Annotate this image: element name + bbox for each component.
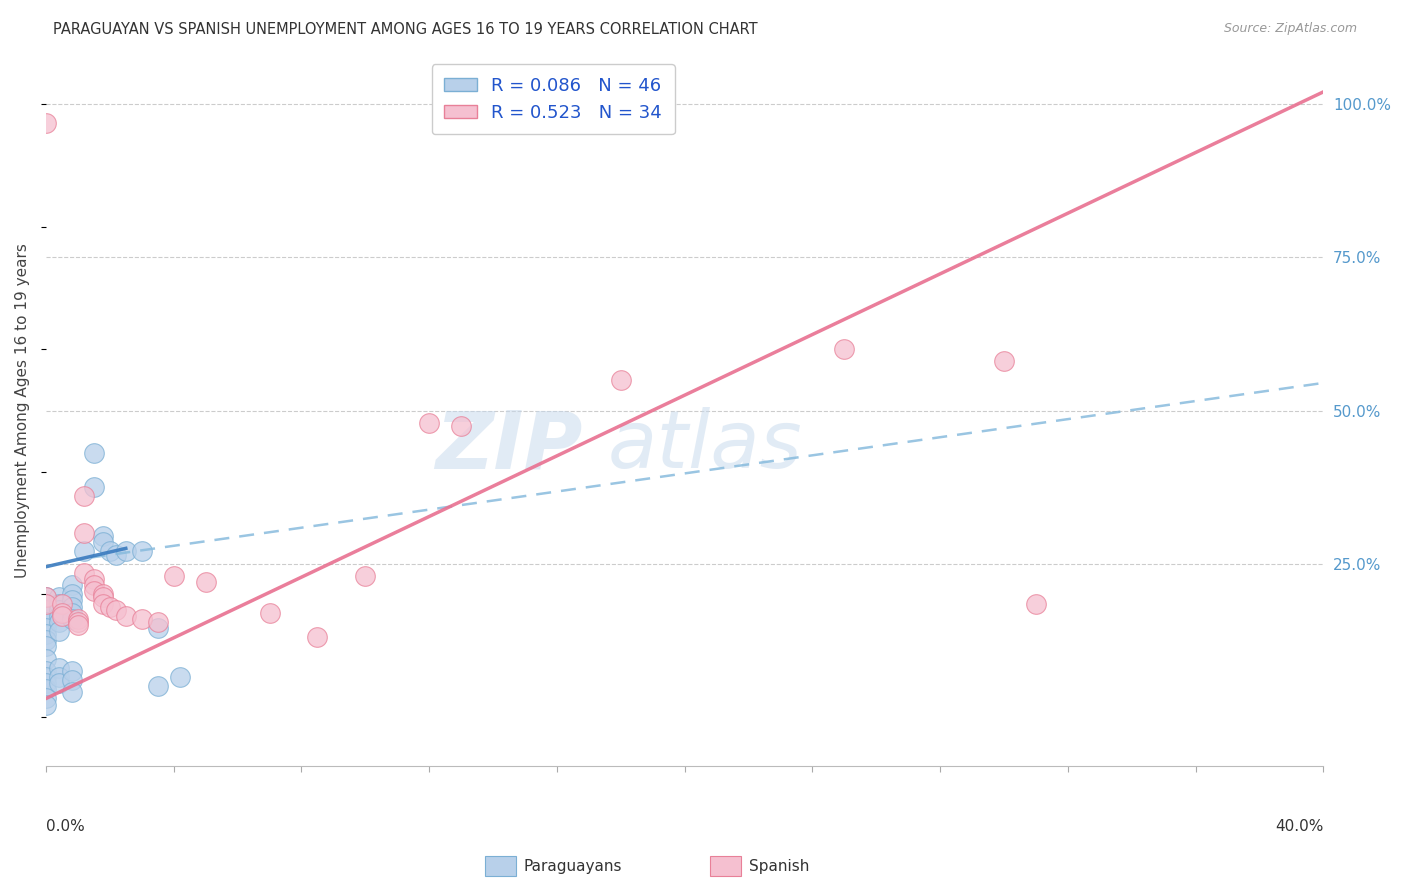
Point (60, 578, 83, 592)
Point (83, 584, 105, 599)
Point (35, 640, 58, 654)
Point (146, 615, 169, 629)
Point (35, 591, 58, 605)
Point (35, 676, 58, 690)
Point (48, 670, 70, 684)
Point (105, 602, 128, 616)
Point (83, 572, 105, 586)
Point (832, 343, 855, 357)
Point (93, 529, 115, 543)
Point (35, 597, 58, 611)
Point (48, 602, 70, 616)
Point (35, 591, 58, 605)
Point (131, 612, 153, 626)
Point (60, 685, 83, 699)
Point (35, 602, 58, 616)
Point (51, 606, 73, 620)
Text: 0.0%: 0.0% (46, 819, 84, 834)
Point (73, 566, 96, 580)
Point (93, 587, 115, 601)
Point (73, 544, 96, 558)
Point (35, 627, 58, 641)
Point (35, 597, 58, 611)
Point (48, 615, 70, 629)
Y-axis label: Unemployment Among Ages 16 to 19 years: Unemployment Among Ages 16 to 19 years (15, 244, 30, 578)
Point (418, 416, 440, 430)
Point (146, 621, 169, 635)
Point (610, 373, 633, 387)
Point (48, 661, 70, 675)
Point (146, 679, 169, 693)
Point (35, 691, 58, 706)
Point (83, 578, 105, 592)
Point (93, 535, 115, 549)
Point (60, 673, 83, 687)
Point (60, 587, 83, 601)
Legend: R = 0.086   N = 46, R = 0.523   N = 34: R = 0.086 N = 46, R = 0.523 N = 34 (432, 64, 675, 135)
Point (48, 624, 70, 639)
Text: PARAGUAYAN VS SPANISH UNEMPLOYMENT AMONG AGES 16 TO 19 YEARS CORRELATION CHART: PARAGUAYAN VS SPANISH UNEMPLOYMENT AMONG… (53, 22, 758, 37)
Point (1025, 597, 1047, 611)
Point (450, 418, 472, 433)
Point (993, 354, 1015, 368)
Point (60, 599, 83, 614)
Point (98, 599, 121, 614)
Point (48, 591, 70, 605)
Point (66, 615, 89, 629)
Point (169, 670, 191, 684)
Point (114, 608, 136, 623)
Text: 40.0%: 40.0% (1275, 819, 1323, 834)
Point (105, 548, 128, 562)
Point (114, 544, 136, 558)
Point (163, 569, 186, 583)
Point (194, 575, 217, 590)
Point (35, 682, 58, 697)
Point (35, 633, 58, 648)
Point (35, 115, 58, 129)
Point (73, 489, 96, 503)
Point (35, 698, 58, 712)
Point (35, 664, 58, 678)
Point (83, 446, 105, 460)
Text: ZIP: ZIP (434, 407, 582, 485)
Point (60, 612, 83, 626)
Point (51, 597, 73, 611)
Point (35, 670, 58, 684)
Text: Source: ZipAtlas.com: Source: ZipAtlas.com (1223, 22, 1357, 36)
Point (307, 630, 329, 644)
Point (93, 591, 115, 605)
Point (35, 615, 58, 629)
Text: Paraguayans: Paraguayans (523, 859, 621, 873)
Point (48, 608, 70, 623)
Point (66, 618, 89, 632)
Text: atlas: atlas (607, 407, 803, 485)
Point (60, 664, 83, 678)
Point (66, 612, 89, 626)
Point (259, 606, 281, 620)
Point (354, 569, 377, 583)
Point (35, 621, 58, 635)
Point (60, 606, 83, 620)
Point (35, 608, 58, 623)
Point (48, 676, 70, 690)
Point (60, 593, 83, 607)
Point (51, 608, 73, 623)
Point (73, 526, 96, 541)
Point (48, 597, 70, 611)
Point (93, 597, 115, 611)
Point (35, 651, 58, 665)
Point (131, 544, 153, 558)
Point (98, 544, 121, 558)
Point (83, 480, 105, 494)
Text: Spanish: Spanish (749, 859, 810, 873)
